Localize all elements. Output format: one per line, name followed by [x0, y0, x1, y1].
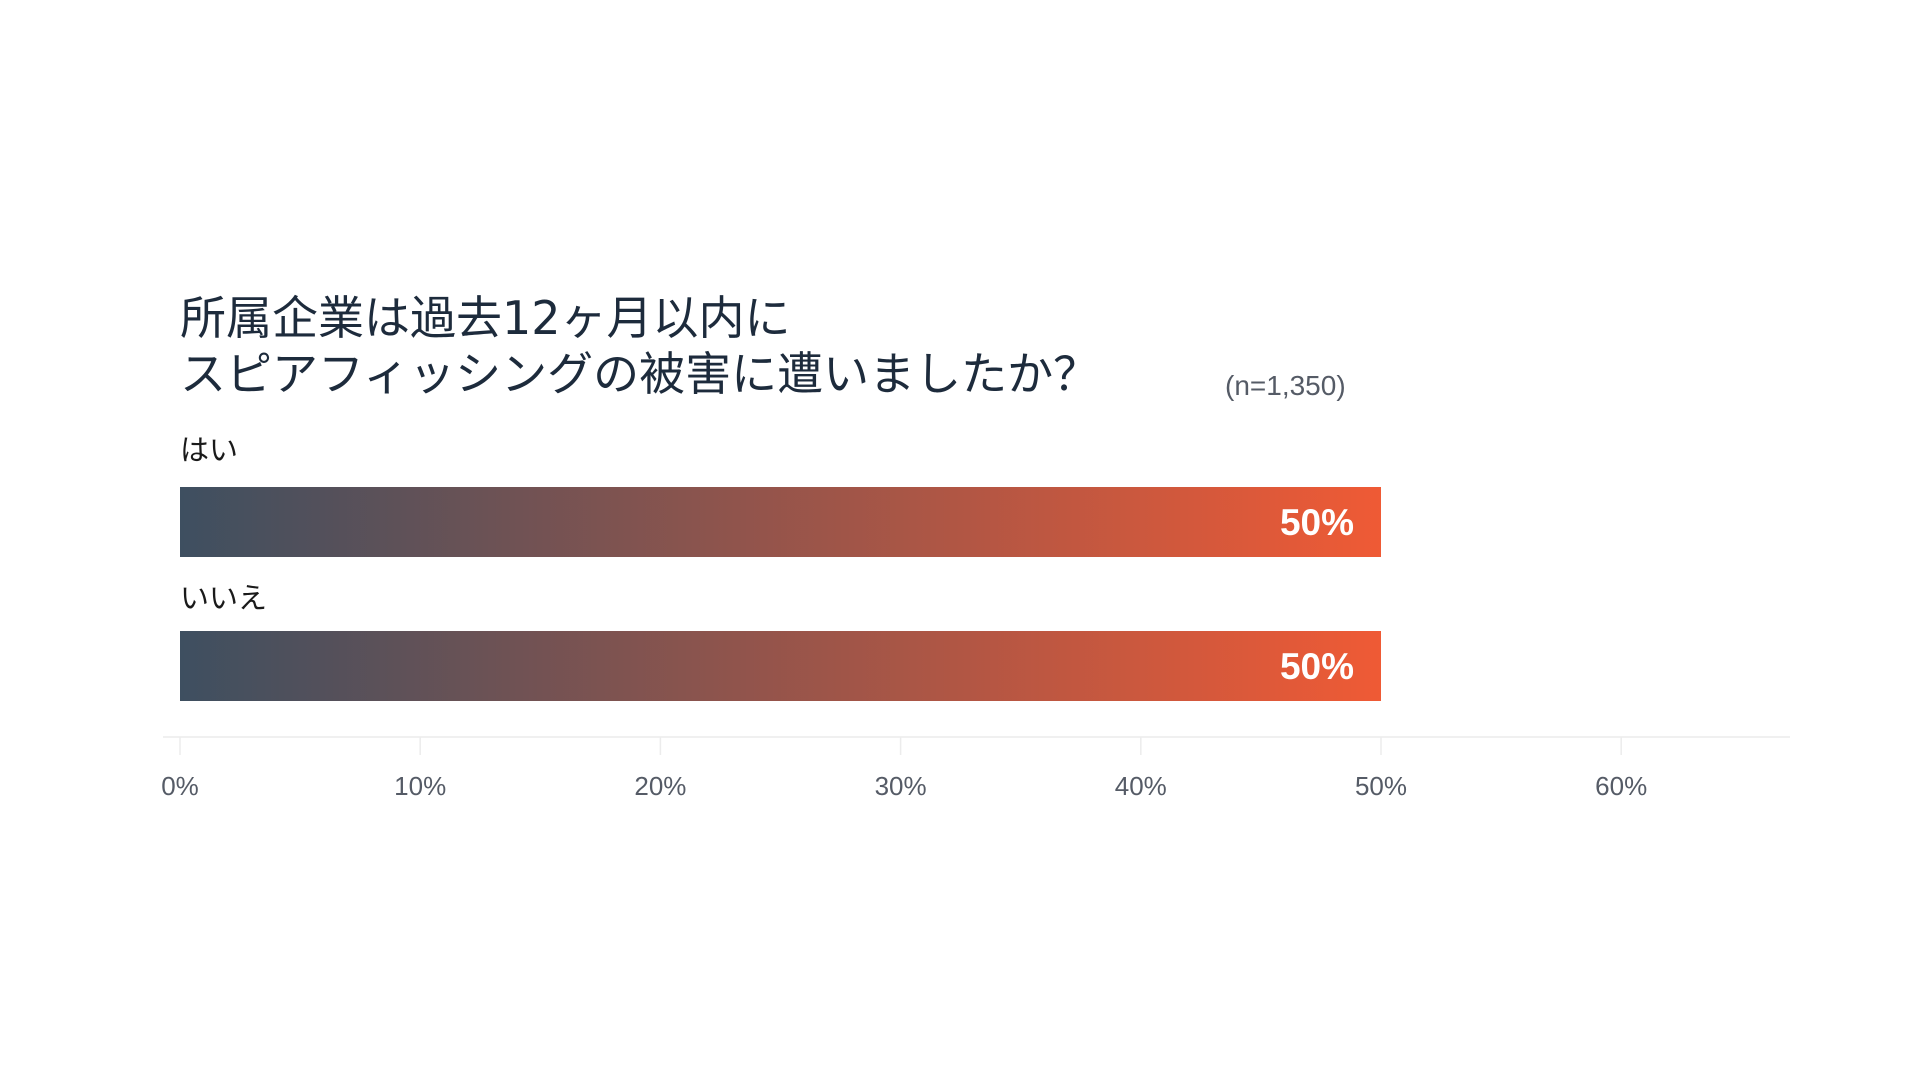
- chart-title: 所属企業は過去12ヶ月以内に スピアフィッシングの被害に遭いましたか？: [180, 290, 1200, 402]
- bar-value-label: 50%: [1280, 646, 1354, 687]
- bar: [180, 487, 1381, 557]
- bar: [180, 631, 1381, 701]
- category-label: はい: [180, 433, 238, 467]
- x-tick-label: 10%: [394, 771, 446, 801]
- x-tick-label: 50%: [1355, 771, 1407, 801]
- sample-size-note: (n=1,350): [1225, 370, 1346, 401]
- x-tick-label: 60%: [1595, 771, 1647, 801]
- chart-title-line-1: 所属企業は過去12ヶ月以内に: [180, 291, 791, 345]
- x-tick-label: 20%: [634, 771, 686, 801]
- bar-value-label: 50%: [1280, 502, 1354, 543]
- x-tick-label: 0%: [161, 771, 199, 801]
- category-label: いいえ: [180, 581, 267, 615]
- x-tick-label: 30%: [875, 771, 927, 801]
- x-tick-label: 40%: [1115, 771, 1167, 801]
- chart-title-line-2: スピアフィッシングの被害に遭いましたか？: [180, 347, 1100, 401]
